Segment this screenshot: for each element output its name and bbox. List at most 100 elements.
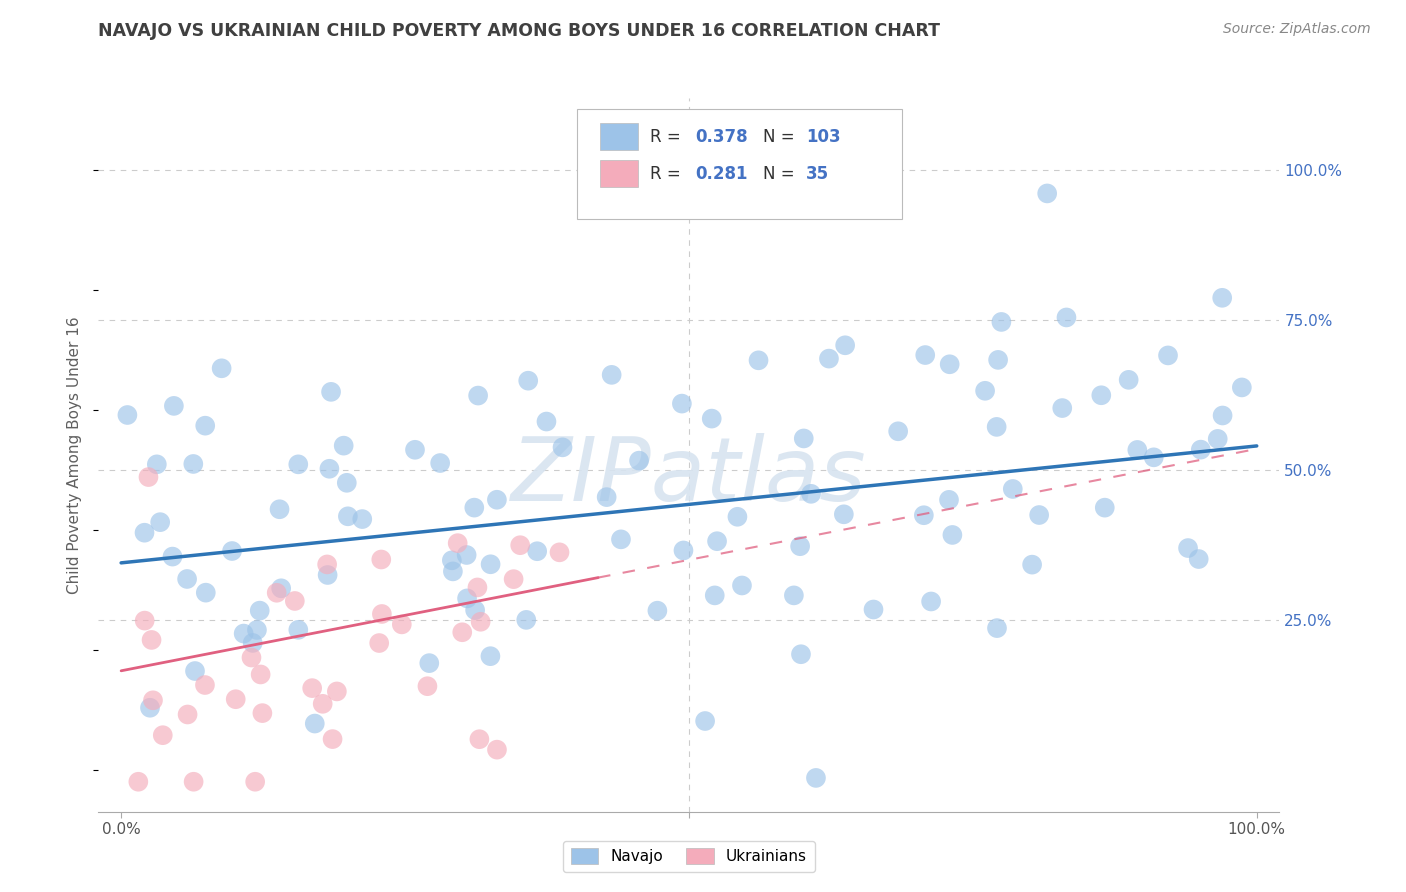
- Point: [1230, 380, 1253, 394]
- Point: [1028, 508, 1050, 522]
- Point: [804, 771, 827, 785]
- Point: [509, 538, 531, 552]
- Point: [270, 582, 292, 596]
- Point: [887, 424, 910, 438]
- Legend: Navajo, Ukrainians: Navajo, Ukrainians: [564, 840, 814, 871]
- Text: N =: N =: [763, 128, 800, 146]
- Point: [470, 615, 492, 629]
- Point: [1056, 310, 1078, 325]
- Point: [595, 490, 617, 504]
- Point: [416, 679, 439, 693]
- Point: [1036, 186, 1059, 201]
- Point: [526, 544, 548, 558]
- Text: ZIPatlas: ZIPatlas: [512, 434, 866, 519]
- Point: [700, 411, 723, 425]
- Point: [141, 632, 163, 647]
- Point: [242, 636, 264, 650]
- Point: [194, 585, 217, 599]
- Point: [404, 442, 426, 457]
- Point: [429, 456, 451, 470]
- Point: [974, 384, 997, 398]
- Point: [725, 509, 748, 524]
- FancyBboxPatch shape: [600, 161, 638, 187]
- Point: [479, 649, 502, 664]
- Point: [1094, 500, 1116, 515]
- Point: [1001, 482, 1024, 496]
- Point: [703, 588, 725, 602]
- Point: [332, 439, 354, 453]
- Point: [920, 594, 942, 608]
- Point: [371, 607, 394, 621]
- Point: [134, 614, 156, 628]
- Point: [249, 604, 271, 618]
- Point: [818, 351, 841, 366]
- Point: [468, 732, 491, 747]
- Text: Source: ZipAtlas.com: Source: ZipAtlas.com: [1223, 22, 1371, 37]
- Point: [1157, 348, 1180, 362]
- Text: 103: 103: [806, 128, 841, 146]
- Point: [240, 650, 263, 665]
- Point: [990, 315, 1012, 329]
- Text: NAVAJO VS UKRAINIAN CHILD POVERTY AMONG BOYS UNDER 16 CORRELATION CHART: NAVAJO VS UKRAINIAN CHILD POVERTY AMONG …: [98, 22, 941, 40]
- FancyBboxPatch shape: [576, 109, 901, 219]
- Point: [463, 500, 485, 515]
- Y-axis label: Child Poverty Among Boys Under 16: Child Poverty Among Boys Under 16: [67, 316, 83, 594]
- Point: [467, 581, 489, 595]
- Point: [671, 396, 693, 410]
- Point: [284, 594, 307, 608]
- Point: [938, 357, 960, 371]
- Point: [912, 508, 935, 523]
- Point: [479, 558, 502, 572]
- Point: [441, 565, 464, 579]
- Point: [832, 508, 855, 522]
- Point: [336, 475, 359, 490]
- Point: [225, 692, 247, 706]
- Point: [1189, 442, 1212, 457]
- Point: [181, 457, 204, 471]
- Point: [1118, 373, 1140, 387]
- Point: [1126, 442, 1149, 457]
- Point: [352, 512, 374, 526]
- Point: [647, 604, 669, 618]
- FancyBboxPatch shape: [600, 123, 638, 150]
- Text: 35: 35: [806, 166, 830, 184]
- Text: 0.378: 0.378: [695, 128, 748, 146]
- Point: [1177, 541, 1199, 555]
- Text: 0.281: 0.281: [695, 166, 748, 184]
- Point: [246, 623, 269, 637]
- Point: [370, 552, 392, 566]
- Point: [319, 384, 342, 399]
- Point: [834, 338, 856, 352]
- Point: [312, 697, 335, 711]
- Point: [152, 728, 174, 742]
- Text: N =: N =: [763, 166, 800, 184]
- Point: [162, 549, 184, 564]
- Point: [163, 399, 186, 413]
- Point: [600, 368, 623, 382]
- Point: [183, 774, 205, 789]
- Point: [672, 543, 695, 558]
- Point: [628, 453, 651, 467]
- Point: [1021, 558, 1043, 572]
- Point: [322, 732, 344, 747]
- Point: [731, 578, 754, 592]
- Text: R =: R =: [650, 166, 686, 184]
- Point: [536, 415, 558, 429]
- Point: [211, 361, 233, 376]
- Point: [134, 525, 156, 540]
- Point: [316, 558, 339, 572]
- Point: [938, 492, 960, 507]
- Point: [1206, 432, 1229, 446]
- Point: [326, 684, 349, 698]
- Point: [610, 533, 633, 547]
- Point: [176, 707, 198, 722]
- Point: [440, 553, 463, 567]
- Point: [1052, 401, 1074, 415]
- Point: [914, 348, 936, 362]
- Point: [515, 613, 537, 627]
- Point: [1090, 388, 1112, 402]
- Point: [336, 509, 359, 524]
- Point: [117, 408, 139, 422]
- Point: [548, 545, 571, 559]
- Point: [221, 544, 243, 558]
